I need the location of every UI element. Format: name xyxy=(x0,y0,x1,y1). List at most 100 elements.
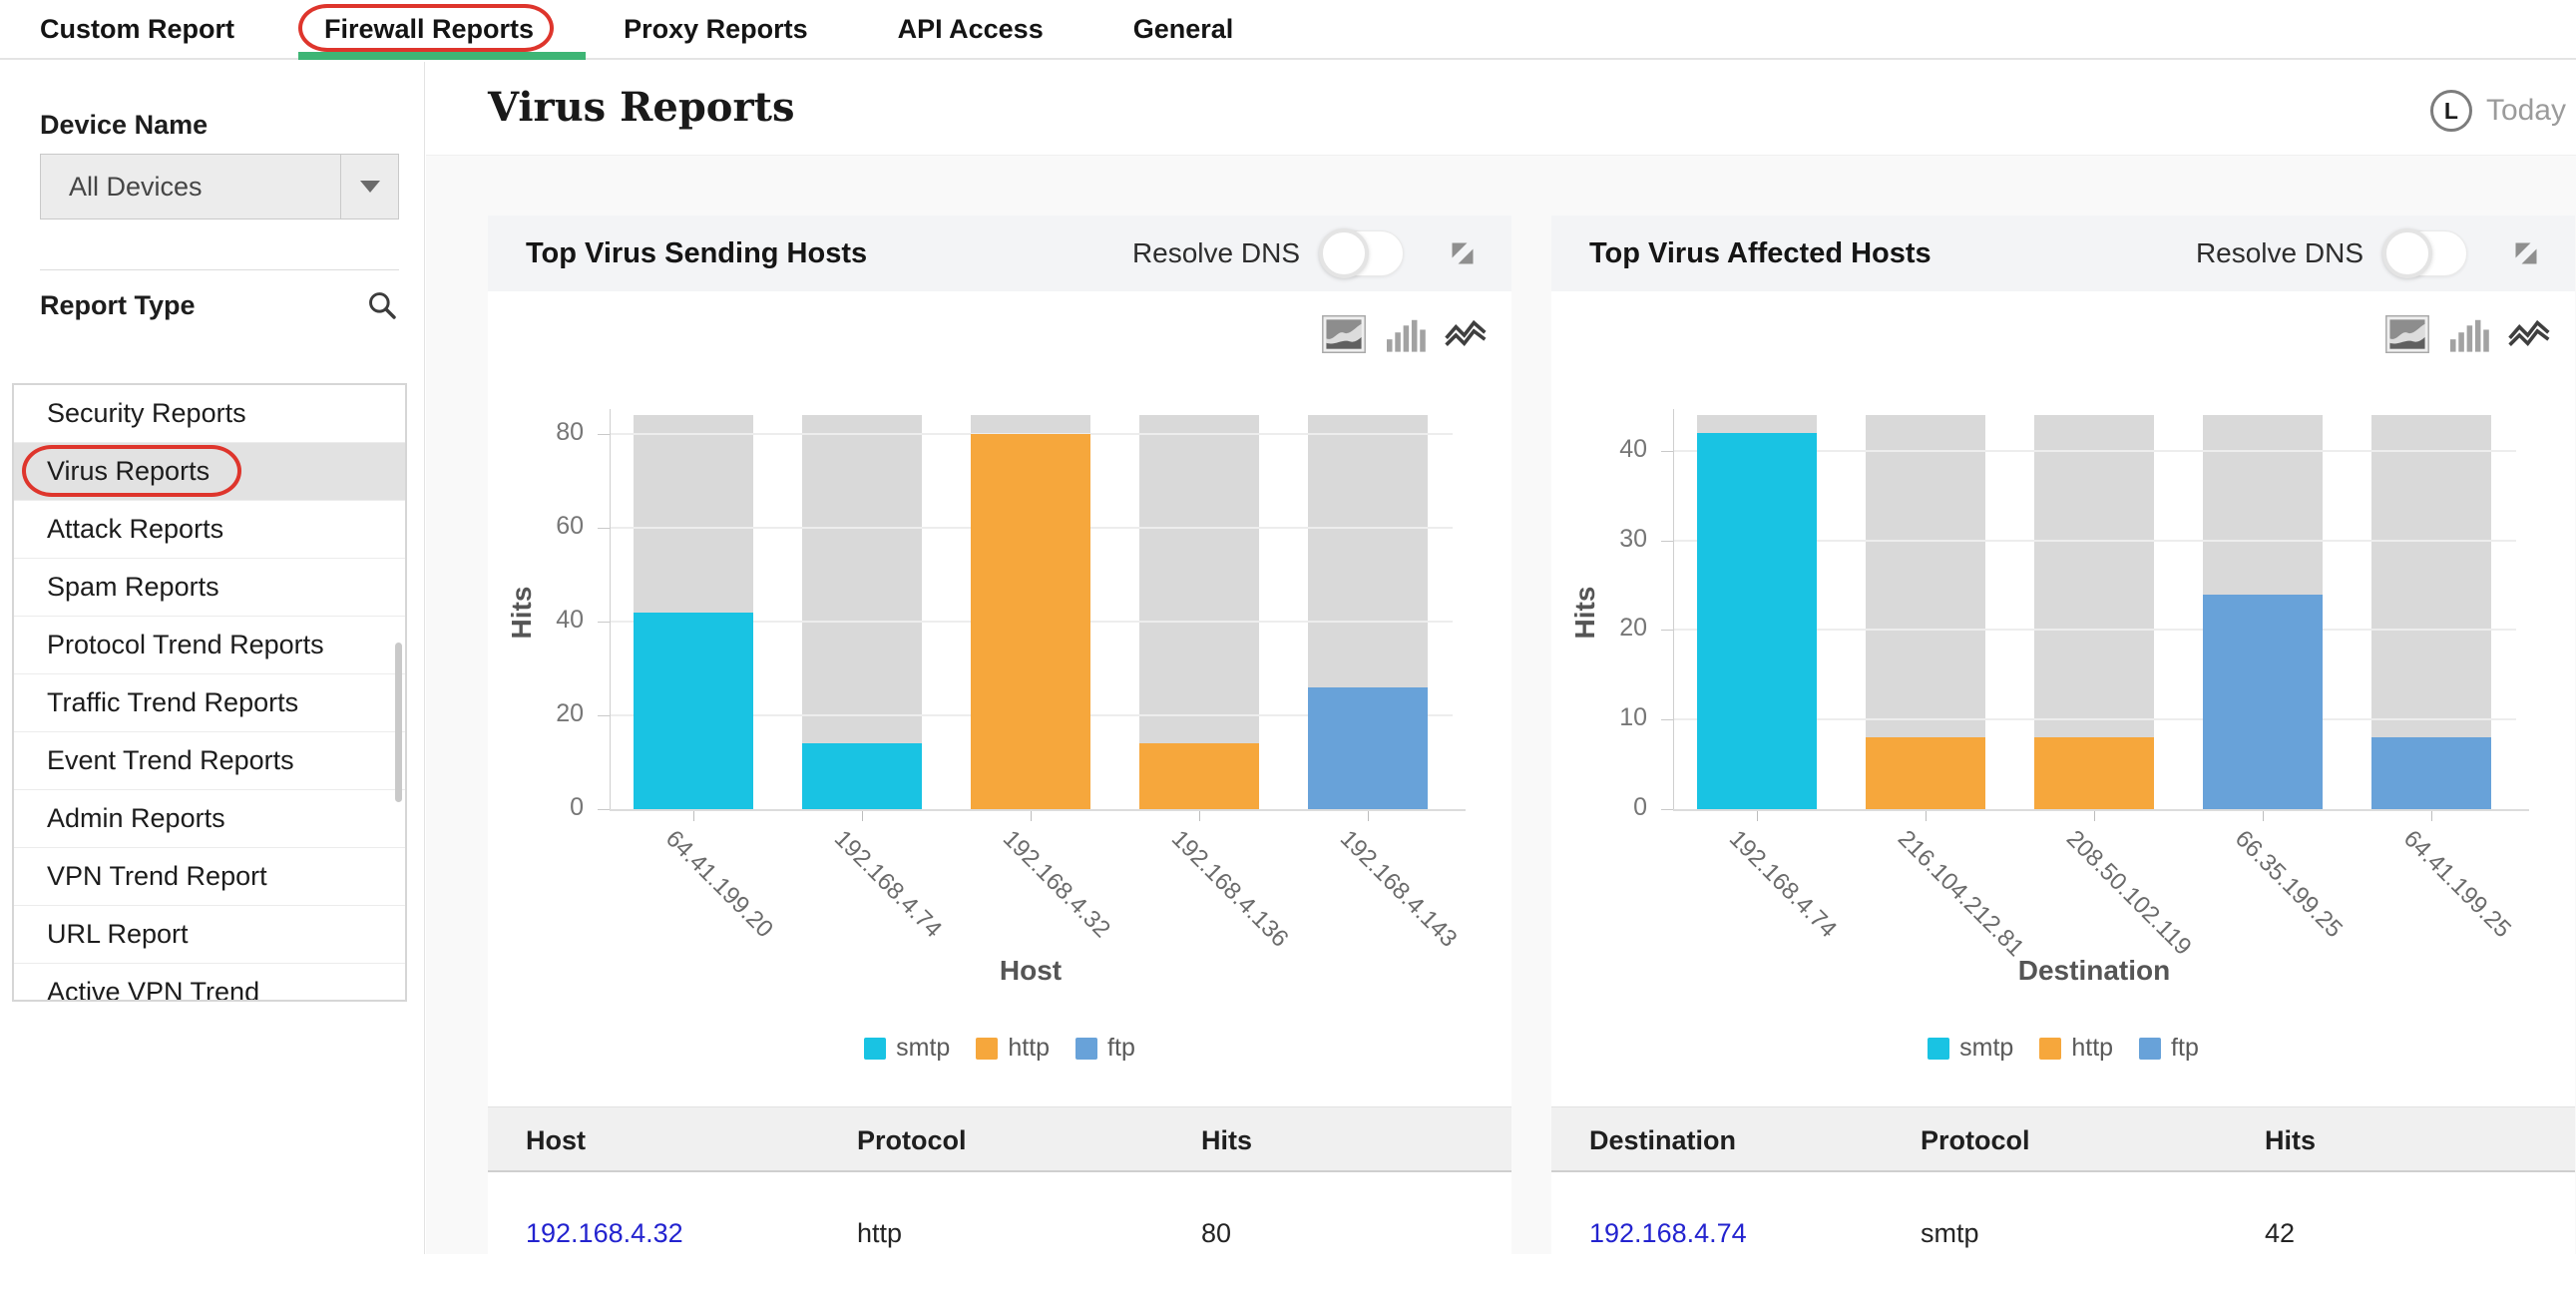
divider xyxy=(40,269,399,270)
sidebar-item-label: VPN Trend Report xyxy=(47,861,267,891)
sidebar-item-event-trend-reports[interactable]: Event Trend Reports xyxy=(14,732,405,790)
resolve-dns-toggle[interactable] xyxy=(1319,228,1404,278)
table-header-row: Destination Protocol Hits xyxy=(1551,1106,2575,1172)
device-select[interactable]: All Devices xyxy=(40,154,399,219)
x-tick-label: 192.168.4.74 xyxy=(1724,825,1843,944)
panel-header: Top Virus Affected Hosts Resolve DNS xyxy=(1551,216,2575,291)
scrollbar-thumb[interactable] xyxy=(395,643,402,802)
bar-192-168-4-74[interactable] xyxy=(802,743,923,809)
bar-192-168-4-136[interactable] xyxy=(1138,743,1259,809)
tab-proxy-reports[interactable]: Proxy Reports xyxy=(624,0,808,58)
column-header-hits: Hits xyxy=(1201,1125,1253,1155)
device-select-value: All Devices xyxy=(69,171,203,202)
resolve-dns-label: Resolve DNS xyxy=(2195,237,2363,268)
sidebar-item-label: Protocol Trend Reports xyxy=(47,630,324,659)
bar-192-168-4-74[interactable] xyxy=(1697,432,1818,809)
y-tick-label: 60 xyxy=(556,511,584,540)
y-tick-label: 0 xyxy=(1633,793,1647,821)
x-tick-label: 64.41.199.20 xyxy=(660,825,779,944)
device-select-arrow[interactable] xyxy=(340,155,398,218)
legend-swatch xyxy=(2039,1037,2062,1060)
sidebar-item-traffic-trend-reports[interactable]: Traffic Trend Reports xyxy=(14,674,405,732)
sidebar-item-virus-reports[interactable]: Virus Reports xyxy=(14,443,405,501)
panel-title: Top Virus Sending Hosts xyxy=(526,236,868,269)
table-cell-link[interactable]: 192.168.4.32 xyxy=(526,1218,683,1248)
gridline xyxy=(1674,539,2516,542)
gridline xyxy=(1674,718,2516,721)
bar-192-168-4-143[interactable] xyxy=(1307,686,1428,809)
line-chart-icon[interactable] xyxy=(1444,317,1488,353)
bar-64-41-199-20[interactable] xyxy=(634,612,754,809)
bar-66-35-199-25[interactable] xyxy=(2202,594,2323,809)
legend-swatch xyxy=(864,1037,887,1060)
column-header-host: Host xyxy=(526,1125,586,1155)
tab-general[interactable]: General xyxy=(1133,0,1234,58)
x-tick xyxy=(1757,811,1759,821)
legend-item-ftp[interactable]: ftp xyxy=(1075,1034,1135,1063)
resolve-dns-toggle[interactable] xyxy=(2382,228,2467,278)
sidebar-item-security-reports[interactable]: Security Reports xyxy=(14,385,405,443)
sidebar-item-attack-reports[interactable]: Attack Reports xyxy=(14,501,405,559)
y-tick xyxy=(598,527,610,529)
x-tick xyxy=(2262,811,2264,821)
sidebar-item-admin-reports[interactable]: Admin Reports xyxy=(14,790,405,848)
toggle-knob xyxy=(2382,228,2432,278)
bar-chart-icon[interactable] xyxy=(1384,317,1426,353)
sidebar-item-label: Active VPN Trend xyxy=(47,977,260,1002)
area-chart-icon[interactable] xyxy=(2385,315,2429,353)
sidebar-item-vpn-trend-report[interactable]: VPN Trend Report xyxy=(14,848,405,906)
time-range-selector[interactable]: L Today xyxy=(2429,90,2566,132)
chart-type-switcher xyxy=(2385,315,2551,353)
tab-label: Firewall Reports xyxy=(324,13,535,44)
x-tick xyxy=(1031,811,1032,821)
bar-192-168-4-32[interactable] xyxy=(971,433,1090,809)
table-row: 192.168.4.32 http 80 xyxy=(488,1172,1511,1302)
bar-216-104-212-81[interactable] xyxy=(1866,737,1986,809)
legend-label: smtp xyxy=(1959,1034,2014,1062)
tab-custom-report[interactable]: Custom Report xyxy=(40,0,234,58)
chart-legend: smtp http ftp xyxy=(488,1034,1511,1063)
tab-label: Proxy Reports xyxy=(624,13,808,44)
y-tick-label: 20 xyxy=(556,698,584,727)
line-chart-icon[interactable] xyxy=(2507,317,2551,353)
search-icon[interactable] xyxy=(366,289,398,321)
table-cell: smtp xyxy=(1921,1218,1979,1248)
sidebar-item-active-vpn-trend[interactable]: Active VPN Trend xyxy=(14,964,405,1002)
panel-header: Top Virus Sending Hosts Resolve DNS xyxy=(488,216,1511,291)
x-tick xyxy=(1198,811,1200,821)
expand-icon[interactable] xyxy=(1448,238,1478,268)
legend-label: ftp xyxy=(1107,1034,1135,1062)
expand-icon[interactable] xyxy=(2511,238,2541,268)
x-tick-label: 216.104.212.81 xyxy=(1893,825,2030,963)
report-canvas: Top Virus Sending Hosts Resolve DNS xyxy=(426,155,2576,1302)
legend-label: ftp xyxy=(2171,1034,2199,1062)
results-table: Host Protocol Hits 192.168.4.32 http 80 xyxy=(488,1106,1511,1302)
x-tick-label: 64.41.199.25 xyxy=(2397,825,2516,944)
legend-item-ftp[interactable]: ftp xyxy=(2139,1034,2199,1063)
x-tick-label: 208.50.102.119 xyxy=(2060,825,2197,961)
panel-body: Hits 0 20 40 60 80 64.41.199.20 192.168.4.74 192… xyxy=(488,291,1511,1302)
sidebar-item-protocol-trend-reports[interactable]: Protocol Trend Reports xyxy=(14,617,405,674)
time-filter-icon[interactable]: L xyxy=(2429,90,2472,132)
table-header-row: Host Protocol Hits xyxy=(488,1106,1511,1172)
bar-64-41-199-25[interactable] xyxy=(2370,737,2491,809)
sidebar-item-label: Spam Reports xyxy=(47,572,219,602)
sidebar-item-spam-reports[interactable]: Spam Reports xyxy=(14,559,405,617)
legend-item-smtp[interactable]: smtp xyxy=(1928,1034,2013,1063)
sidebar-item-label: URL Report xyxy=(47,919,189,949)
legend-swatch xyxy=(2139,1037,2162,1060)
sidebar-item-label: Traffic Trend Reports xyxy=(47,687,299,717)
y-tick xyxy=(598,714,610,716)
tab-api-access[interactable]: API Access xyxy=(898,0,1044,58)
legend-item-http[interactable]: http xyxy=(2039,1034,2113,1063)
legend-label: smtp xyxy=(896,1034,951,1062)
table-cell-link[interactable]: 192.168.4.74 xyxy=(1589,1218,1747,1248)
sidebar-item-url-report[interactable]: URL Report xyxy=(14,906,405,964)
legend-item-smtp[interactable]: smtp xyxy=(864,1034,950,1063)
bar-208-50-102-119[interactable] xyxy=(2034,737,2154,809)
x-tick-label: 66.35.199.25 xyxy=(2229,825,2348,944)
tab-firewall-reports[interactable]: Firewall Reports xyxy=(297,0,587,60)
bar-chart-icon[interactable] xyxy=(2447,317,2489,353)
legend-item-http[interactable]: http xyxy=(976,1034,1050,1063)
area-chart-icon[interactable] xyxy=(1322,315,1366,353)
